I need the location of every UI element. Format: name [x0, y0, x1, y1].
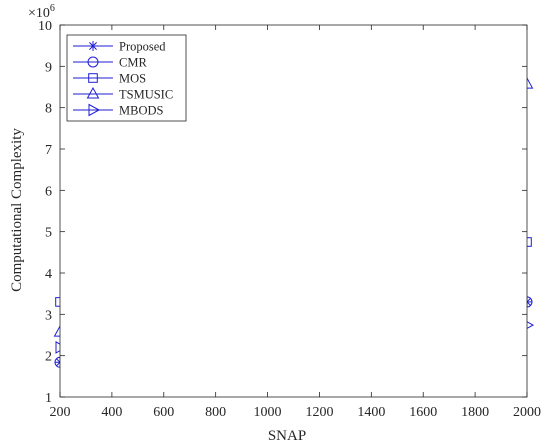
- y-axis-multiplier-base: ×10: [28, 6, 50, 21]
- y-axis-label: Computational Complexity: [9, 128, 25, 292]
- y-tick-label: 4: [45, 267, 52, 282]
- legend: Proposed CMR MOS TSMUSIC MBODS: [66, 34, 187, 122]
- x-tick-label: 1400: [357, 405, 385, 420]
- legend-marker-mbods: [88, 103, 101, 117]
- legend-marker-tsmusic: [86, 86, 100, 99]
- legend-entry-proposed: Proposed: [73, 40, 166, 54]
- x-tick-label: 200: [50, 405, 71, 420]
- x-tick-label: 1000: [254, 405, 282, 420]
- y-tick-label: 7: [45, 143, 52, 158]
- y-tick-label: 5: [45, 226, 52, 241]
- x-tick-label: 800: [205, 405, 226, 420]
- legend-label: CMR: [119, 56, 147, 70]
- y-tick-label: 2: [45, 350, 52, 365]
- y-tick-label: 9: [45, 60, 52, 75]
- y-tick-label: 1: [45, 391, 52, 406]
- legend-entry-mbods: MBODS: [73, 104, 164, 118]
- legend-entry-cmr: CMR: [73, 56, 147, 70]
- y-tick-label: 3: [45, 308, 52, 323]
- legend-marker-proposed: [88, 41, 98, 51]
- legend-entry-tsmusic: TSMUSIC: [73, 86, 173, 102]
- legend-entry-mos: MOS: [73, 72, 146, 86]
- legend-marker-mos: [88, 73, 98, 83]
- legend-label: TSMUSIC: [119, 88, 173, 102]
- y-axis-multiplier-exponent: 6: [50, 3, 55, 14]
- y-tick-label: 8: [45, 102, 52, 117]
- y-axis-multiplier: ×106: [28, 3, 55, 21]
- x-tick-label: 1200: [305, 405, 333, 420]
- x-tick-label: 400: [101, 405, 122, 420]
- legend-marker-cmr: [87, 56, 99, 68]
- legend-label: MBODS: [119, 104, 164, 118]
- x-tick-label: 1800: [461, 405, 489, 420]
- legend-label: Proposed: [119, 40, 166, 54]
- x-tick-label: 600: [153, 405, 174, 420]
- x-tick-label: 1600: [409, 405, 437, 420]
- y-tick-label: 6: [45, 184, 52, 199]
- legend-label: MOS: [119, 72, 146, 86]
- x-axis-label: SNAP: [268, 428, 306, 444]
- x-tick-label: 2000: [513, 405, 541, 420]
- y-tick-label: 10: [38, 19, 52, 34]
